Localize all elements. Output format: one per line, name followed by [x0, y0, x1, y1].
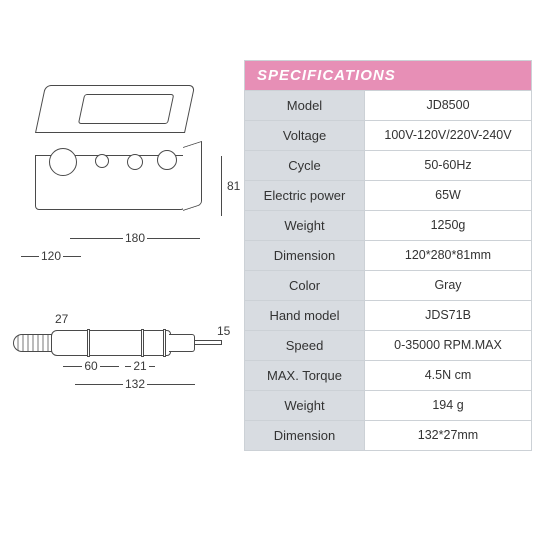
device-top-face — [35, 85, 195, 133]
knob-icon — [95, 154, 109, 168]
spec-label: Model — [245, 91, 365, 120]
spec-row: Cycle50-60Hz — [245, 151, 531, 181]
dim-tip-height: 15 — [215, 324, 232, 338]
spec-row: ModelJD8500 — [245, 91, 531, 121]
dim-value: 180 — [123, 231, 147, 245]
spec-label: Speed — [245, 331, 365, 360]
handpiece-nose — [169, 334, 195, 352]
handpiece-tip — [194, 340, 222, 345]
dim-height: 81 — [221, 156, 222, 216]
dim-value: 60 — [82, 359, 99, 373]
spec-label: Voltage — [245, 121, 365, 150]
device-drawing: 180 120 81 — [25, 60, 225, 210]
dim-seg1: 60 — [63, 366, 119, 381]
spec-label: Weight — [245, 211, 365, 240]
dim-value: 120 — [39, 249, 63, 263]
spec-value: 50-60Hz — [365, 151, 531, 180]
spec-row: Dimension132*27mm — [245, 421, 531, 451]
dim-depth: 120 — [21, 256, 81, 271]
spec-value: 65W — [365, 181, 531, 210]
spec-value: Gray — [365, 271, 531, 300]
device-panel — [78, 94, 174, 124]
spec-value: JD8500 — [365, 91, 531, 120]
handpiece-ring — [87, 329, 90, 357]
spec-value: 4.5N cm — [365, 361, 531, 390]
knob-icon — [157, 150, 177, 170]
dim-value: 15 — [215, 324, 232, 338]
spec-row: ColorGray — [245, 271, 531, 301]
handpiece-drawing: 27 15 60 21 132 — [15, 320, 225, 400]
handpiece-body — [51, 330, 171, 356]
dim-diameter: 27 — [53, 312, 70, 326]
spec-row: MAX. Torque4.5N cm — [245, 361, 531, 391]
spec-row: Electric power65W — [245, 181, 531, 211]
spec-label: Dimension — [245, 421, 365, 450]
knob-icon — [127, 154, 143, 170]
spec-label: Color — [245, 271, 365, 300]
knob-icon — [49, 148, 77, 176]
handpiece-ring — [141, 329, 144, 357]
dim-length: 132 — [75, 384, 195, 399]
spec-row: Hand modelJDS71B — [245, 301, 531, 331]
dim-width: 180 — [70, 238, 200, 253]
spec-label: Hand model — [245, 301, 365, 330]
spec-value: 0-35000 RPM.MAX — [365, 331, 531, 360]
spec-row: Speed0-35000 RPM.MAX — [245, 331, 531, 361]
technical-diagrams: 180 120 81 27 15 — [15, 60, 240, 400]
spec-row: Dimension120*280*81mm — [245, 241, 531, 271]
dim-value: 81 — [227, 179, 240, 193]
spec-table: SPECIFICATIONS ModelJD8500Voltage100V-12… — [244, 60, 532, 451]
spec-label: Weight — [245, 391, 365, 420]
spec-value: JDS71B — [365, 301, 531, 330]
dim-value: 21 — [131, 359, 148, 373]
spec-label: MAX. Torque — [245, 361, 365, 390]
dim-value: 132 — [123, 377, 147, 391]
spec-header: SPECIFICATIONS — [245, 61, 531, 91]
spec-value: 1250g — [365, 211, 531, 240]
spec-row: Weight1250g — [245, 211, 531, 241]
spec-value: 100V-120V/220V-240V — [365, 121, 531, 150]
handpiece-cable — [13, 334, 53, 352]
spec-label: Dimension — [245, 241, 365, 270]
spec-value: 120*280*81mm — [365, 241, 531, 270]
spec-value: 194 g — [365, 391, 531, 420]
spec-row: Weight194 g — [245, 391, 531, 421]
spec-value: 132*27mm — [365, 421, 531, 450]
spec-row: Voltage100V-120V/220V-240V — [245, 121, 531, 151]
spec-label: Cycle — [245, 151, 365, 180]
handpiece-ring — [163, 329, 166, 357]
dim-value: 27 — [53, 312, 70, 326]
spec-label: Electric power — [245, 181, 365, 210]
